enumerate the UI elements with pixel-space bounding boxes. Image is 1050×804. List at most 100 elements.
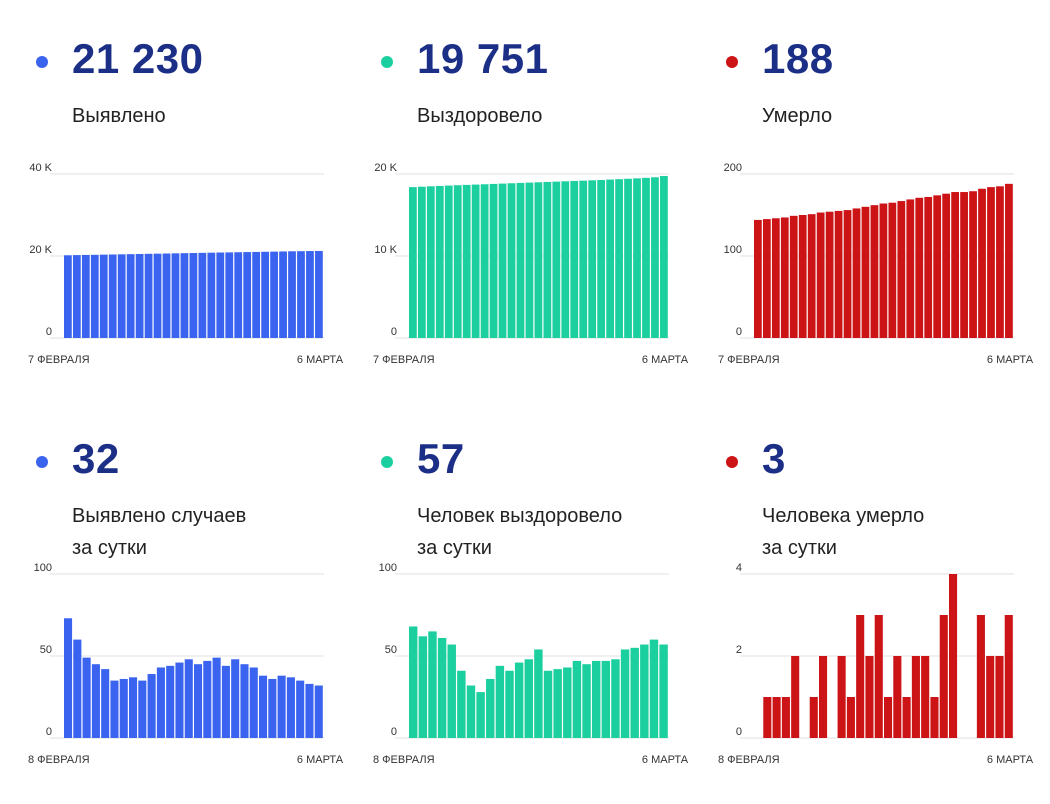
bar [507,183,516,338]
x-start-label: 7 ФЕВРАЛЯ [28,354,90,366]
bar [893,656,902,738]
bar-chart: 200 100 0 7 ФЕВРАЛЯ 6 МАРТА [718,162,1034,366]
stat-value: 32 [72,435,120,482]
bar [986,656,995,738]
bar [175,662,184,738]
bar [171,253,180,338]
bar [279,251,287,338]
bar [659,644,668,738]
bar [588,180,597,338]
bar [543,670,553,738]
bar [798,215,807,338]
bar [852,208,861,338]
y-tick-label: 200 [724,162,742,174]
bar-chart: 100 50 0 8 ФЕВРАЛЯ 6 МАРТА [28,562,344,766]
x-end-label: 6 МАРТА [297,754,344,766]
bar [514,662,524,738]
legend-dot [726,456,738,468]
y-tick-label: 100 [379,562,397,574]
bar [252,251,261,338]
bar [987,187,995,338]
x-end-label: 6 МАРТА [297,354,344,366]
stat-label: Умерло [762,105,833,127]
x-end-label: 6 МАРТА [642,354,689,366]
legend-dot [381,456,393,468]
bar [435,185,444,338]
bar [781,697,790,738]
bar [825,211,834,338]
bar [897,201,906,338]
bar-chart: 4 2 0 8 ФЕВРАЛЯ 6 МАРТА [718,562,1034,766]
panel-daily-recovered: 57 Человек выздоровело за сутки 100 50 0 8 ФЕ… [373,400,703,800]
bar [480,184,489,338]
bar [117,254,126,338]
stat-label: Человек выздоровело за сутки [417,505,623,559]
bar [763,697,772,738]
bar [780,217,789,338]
bar [207,252,216,338]
panel-total-recovered: 19 751 Выздоровело 20 K 10 K 0 7 ФЕВРАЛЯ 6 МАР… [373,0,703,400]
y-tick-label: 0 [391,726,397,738]
bar [995,656,1004,738]
bar [194,664,203,738]
bar [771,218,780,338]
bar [579,180,588,338]
bar [306,251,314,338]
bar [126,254,135,338]
bar [409,626,418,738]
x-start-label: 8 ФЕВРАЛЯ [28,754,90,766]
bar [108,254,117,338]
bar [277,675,286,738]
bar [884,697,893,738]
bar [453,185,462,338]
bar [911,656,920,738]
stat-value: 21 230 [72,35,204,82]
bar [996,186,1004,338]
y-tick-label: 0 [391,326,397,338]
bar [156,667,165,738]
bar [819,656,828,738]
y-tick-label: 20 K [29,244,52,256]
bar [221,665,230,738]
bar-chart: 40 K 20 K 0 7 ФЕВРАЛЯ 6 МАРТА [28,162,344,366]
bar [305,683,314,738]
bar [597,179,606,338]
stat-label: Человека умерло за сутки [762,505,925,559]
stat-value: 19 751 [417,35,549,82]
bar [1005,183,1013,338]
y-tick-label: 4 [736,562,742,574]
bar [110,680,119,738]
bar [489,183,498,338]
bar [525,182,534,338]
bar [166,665,175,738]
bar [552,181,561,338]
stat-label: Выявлено случаев за сутки [72,505,247,559]
bar [640,644,649,738]
bar [915,197,924,338]
bar [933,195,942,338]
bar [198,252,207,338]
y-tick-label: 10 K [374,244,397,256]
bar [138,680,147,738]
bar [466,685,476,738]
bar [64,255,72,338]
bar [81,254,90,338]
bar [129,677,138,738]
panel-total-cases: 21 230 Выявлено 40 K 20 K 0 7 ФЕВРАЛЯ 6 МАРТА [28,0,358,400]
bar [762,219,771,338]
bar [572,660,582,738]
bar [516,182,525,338]
bar [563,667,572,738]
bar [486,678,495,738]
bar [807,214,816,338]
bar [409,187,417,338]
bar [288,251,296,338]
bar [754,219,762,338]
x-start-label: 7 ФЕВРАЛЯ [373,354,435,366]
bar [633,178,641,338]
bar [870,205,879,338]
bar [791,656,800,738]
bar [630,647,639,738]
bar [101,669,110,738]
bar [426,186,435,338]
